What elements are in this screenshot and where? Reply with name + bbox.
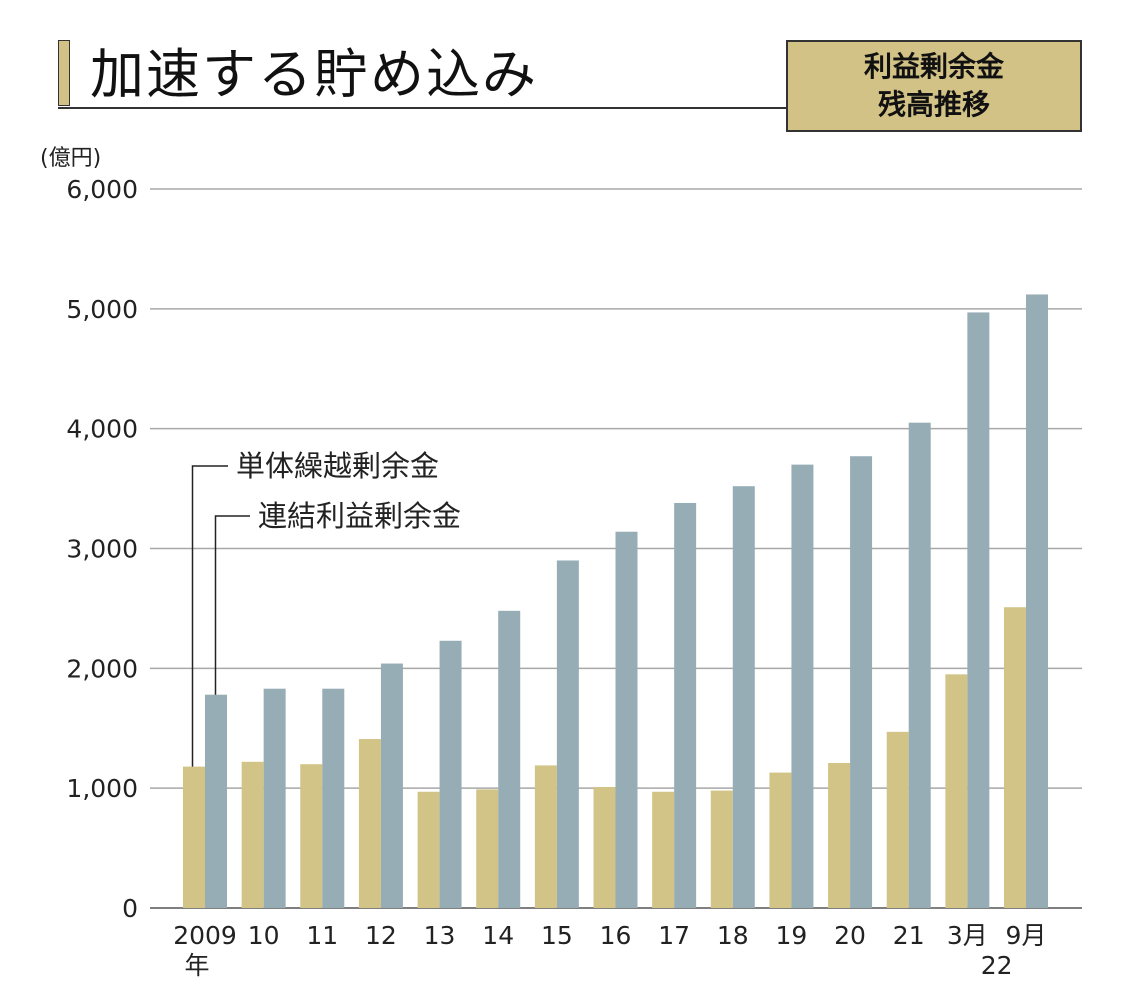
bar-consolidated-17: [674, 502, 697, 908]
y-tick-label: 0: [122, 894, 138, 923]
x-tick-label: 13: [424, 921, 456, 950]
bar-consolidated-19: [791, 464, 814, 908]
y-tick-label: 1,000: [66, 774, 138, 803]
y-axis-unit: (億円): [40, 146, 102, 171]
x-tick-label: 12: [365, 921, 397, 950]
bar-standalone-20: [828, 763, 851, 908]
bar-consolidated-16: [615, 531, 638, 908]
bar-standalone-11: [300, 764, 323, 908]
y-tick-label: 4,000: [66, 415, 138, 444]
bar-consolidated-10: [263, 688, 286, 908]
bar-consolidated-9月: [1026, 294, 1048, 908]
x-tick-label: 15: [541, 921, 573, 950]
x-tick-label: 11: [306, 921, 338, 950]
bar-consolidated-3月: [967, 312, 990, 908]
bar-standalone-12: [358, 739, 381, 908]
x-tick-label: 17: [658, 921, 690, 950]
bar-consolidated-11: [322, 688, 345, 908]
subtitle-line-2: 残高推移: [877, 88, 990, 121]
x-tick-label: 21: [893, 921, 925, 950]
legend-leader-standalone: [191, 465, 228, 767]
bar-standalone-18: [710, 790, 733, 908]
chart-title: 加速する貯め込み: [90, 43, 538, 106]
legend-leader-consolidated: [214, 515, 250, 695]
title-accent-bar: [58, 40, 70, 106]
bar-standalone-15: [534, 765, 557, 908]
bar-consolidated-20: [850, 456, 873, 908]
x-tick-sublabel: 年: [184, 951, 209, 980]
legend-label-consolidated: 連結利益剰余金: [258, 499, 461, 533]
x-tick-label: 14: [482, 921, 514, 950]
bar-standalone-21: [886, 731, 909, 908]
bar-consolidated-2009: [205, 694, 227, 908]
bar-consolidated-14: [498, 610, 521, 908]
y-tick-label: 5,000: [66, 295, 138, 324]
y-tick-label: 2,000: [66, 654, 138, 683]
bar-standalone-16: [593, 786, 616, 908]
y-tick-label: 3,000: [66, 535, 138, 564]
title-underline: [58, 107, 788, 109]
legend-label-standalone: 単体繰越剰余金: [236, 449, 439, 483]
subtitle-box: 利益剰余金 残高推移: [786, 40, 1082, 132]
y-tick-label: 6,000: [66, 175, 138, 204]
bar-standalone-10: [241, 761, 264, 908]
bar-standalone-19: [769, 772, 792, 908]
x-tick-sublabel: 22: [981, 951, 1013, 980]
bar-consolidated-18: [732, 486, 755, 908]
bar-standalone-9月: [1004, 607, 1026, 908]
bar-consolidated-12: [380, 663, 403, 908]
bar-consolidated-21: [908, 422, 931, 908]
x-tick-label: 3月: [947, 921, 988, 950]
x-tick-label: 10: [248, 921, 280, 950]
x-tick-label: 9月: [1006, 921, 1047, 950]
x-tick-label: 16: [600, 921, 632, 950]
x-tick-label: 18: [717, 921, 749, 950]
bar-standalone-13: [417, 791, 440, 908]
bar-standalone-3月: [945, 674, 968, 908]
bar-standalone-14: [476, 789, 499, 908]
bar-standalone-2009: [183, 766, 205, 908]
bar-consolidated-13: [439, 640, 462, 908]
x-tick-label: 19: [776, 921, 808, 950]
subtitle-line-1: 利益剰余金: [863, 50, 1004, 83]
x-tick-label: 2009: [173, 921, 237, 950]
bar-consolidated-15: [556, 560, 579, 908]
x-tick-label: 20: [834, 921, 866, 950]
bar-standalone-17: [652, 791, 675, 908]
